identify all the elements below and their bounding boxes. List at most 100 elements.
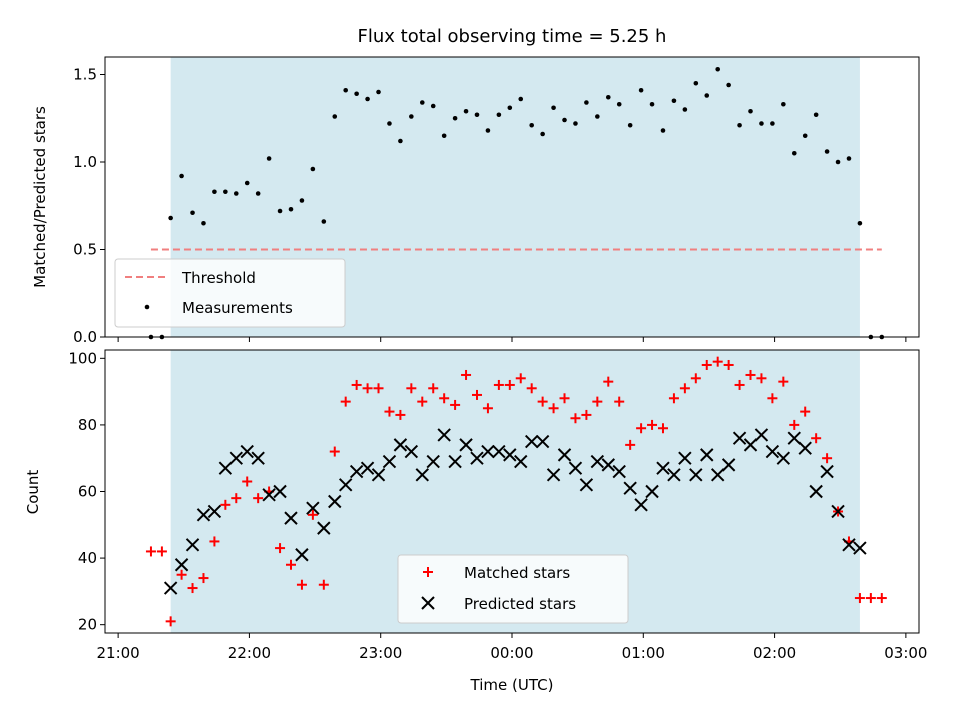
top-legend-box: [114, 258, 346, 328]
predicted-star-marker: [743, 438, 758, 452]
measurement-point: [387, 121, 392, 126]
legend-matched-swatch: [423, 567, 433, 577]
predicted-star-marker: [568, 461, 583, 475]
measurement-point: [671, 98, 677, 104]
measurement-point: [857, 220, 863, 226]
measurement-point: [485, 128, 491, 133]
measurement-point: [233, 191, 239, 196]
legend-threshold-label: Threshold: [181, 269, 256, 287]
predicted-star-marker: [196, 508, 211, 522]
measurement-point: [529, 122, 534, 128]
predicted-star-marker: [404, 444, 419, 459]
predicted-star-marker: [776, 451, 791, 465]
measurement-point: [518, 96, 524, 102]
matched-star-marker: [723, 359, 734, 370]
predicted-star-marker: [174, 558, 189, 572]
measurement-point: [419, 100, 425, 105]
matched-star-marker: [570, 413, 581, 424]
matched-star-marker: [657, 423, 668, 434]
bottom-x-tick-label: 03:00: [884, 644, 927, 662]
predicted-star-marker: [601, 458, 615, 472]
predicted-star-marker: [831, 504, 845, 519]
legend-measurements-label: Measurements: [182, 299, 293, 317]
top-y-tick-label: 0.0: [73, 328, 97, 346]
bottom-legend-box: [397, 554, 629, 624]
predicted-star-marker: [514, 454, 528, 469]
predicted-star-marker: [820, 464, 834, 479]
measurement-point: [824, 149, 830, 154]
measurement-point: [595, 114, 600, 119]
measurement-point: [781, 101, 786, 107]
predicted-star-marker: [667, 468, 681, 482]
matched-star-markers: [145, 356, 887, 627]
predicted-star-marker: [678, 451, 692, 465]
measurement-point: [441, 133, 447, 139]
matched-star-marker: [231, 493, 242, 504]
top-y-tick-label: 0.5: [73, 241, 97, 259]
measurement-point: [354, 91, 359, 97]
matched-star-marker: [811, 433, 822, 444]
matched-star-marker: [351, 379, 362, 390]
predicted-star-marker: [459, 438, 473, 452]
matched-star-marker: [450, 399, 461, 410]
top-panel: 0.0 0.5 1.0 1.5 Matched/Predicted stars Thr…: [31, 56, 920, 346]
measurement-point: [507, 105, 513, 111]
predicted-star-marker: [262, 488, 276, 502]
measurement-point: [452, 115, 458, 121]
bottom-x-tick-label: 23:00: [359, 644, 402, 662]
matched-star-marker: [296, 579, 307, 590]
predicted-star-marker: [524, 434, 539, 449]
measurement-point: [190, 210, 195, 216]
measurement-point: [638, 87, 644, 93]
matched-star-marker: [471, 389, 482, 400]
matched-star-marker: [876, 593, 887, 604]
matched-star-marker: [767, 393, 778, 404]
matched-star-marker: [800, 406, 811, 417]
predicted-star-marker: [710, 468, 725, 482]
measurement-point: [288, 206, 294, 212]
predicted-star-marker: [689, 468, 703, 482]
measurement-point: [693, 80, 699, 86]
matched-star-marker: [156, 546, 167, 557]
matched-star-marker: [362, 383, 373, 394]
predicted-star-marker: [393, 438, 408, 452]
predicted-star-marker: [656, 461, 670, 475]
matched-star-marker: [559, 393, 570, 404]
measurement-point: [737, 122, 742, 128]
predicted-star-marker: [765, 444, 780, 459]
legend-measurements-swatch: [144, 304, 150, 310]
bottom-y-tick-label: 20: [78, 616, 97, 634]
matched-star-marker: [822, 453, 833, 464]
predicted-star-marker: [492, 444, 506, 459]
matched-star-marker: [712, 356, 723, 367]
matched-star-marker: [384, 406, 395, 417]
measurement-point: [463, 108, 469, 114]
bottom-y-axis-label: Count: [24, 470, 42, 515]
matched-star-marker: [701, 359, 712, 370]
predicted-star-marker: [338, 478, 353, 492]
measurement-point: [201, 220, 206, 226]
matched-star-marker: [275, 543, 286, 554]
matched-star-marker: [734, 379, 745, 390]
measurement-point: [310, 166, 316, 172]
measurement-point: [791, 150, 797, 156]
matched-star-marker: [690, 373, 701, 384]
top-y-tick-label: 1.5: [73, 66, 97, 84]
matched-star-marker: [329, 446, 340, 457]
measurement-point: [474, 112, 480, 118]
top-y-ticks: 0.0 0.5 1.0 1.5: [73, 66, 105, 346]
matched-star-marker: [253, 493, 264, 504]
matched-star-marker: [636, 423, 647, 434]
matched-star-marker: [406, 383, 417, 394]
measurement-point: [244, 180, 250, 186]
predicted-star-marker: [634, 498, 648, 512]
matched-star-marker: [592, 396, 603, 407]
measurement-point: [343, 87, 348, 93]
predicted-star-marker: [470, 451, 484, 465]
matched-star-marker: [439, 393, 450, 404]
predicted-star-marker: [306, 501, 320, 515]
predicted-star-marker: [273, 484, 287, 499]
bottom-panel: 20 40 60 80 100 21:00 22:00 23:00 00:00 01:00 02:…: [24, 349, 927, 694]
predicted-star-marker: [623, 481, 637, 495]
